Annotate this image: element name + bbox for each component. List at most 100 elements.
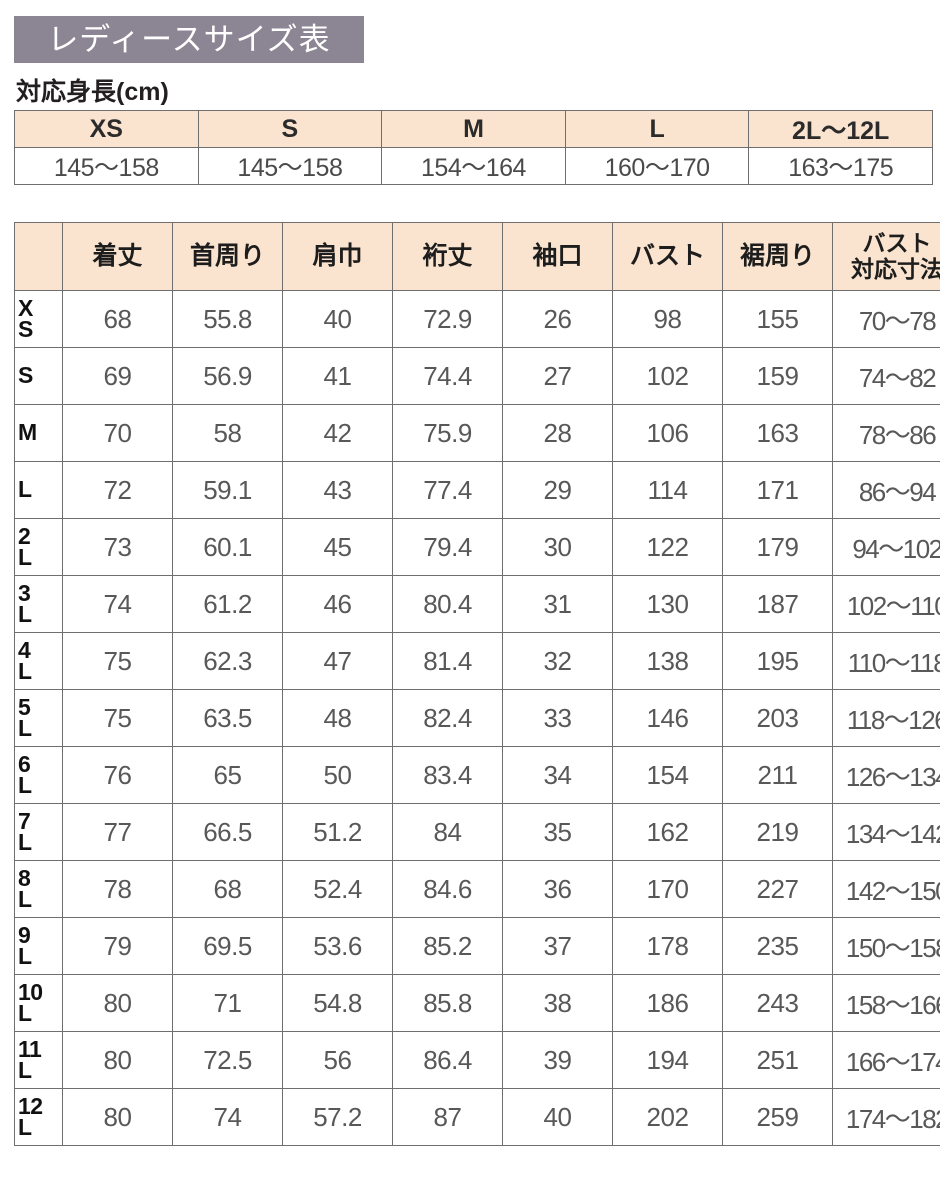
measurement-cell: 98: [612, 290, 723, 348]
measurement-cell: 59.1: [172, 461, 283, 519]
column-header-sleeve-length: 裄丈: [392, 222, 503, 291]
row-header-size: 5 L: [14, 689, 63, 747]
measurement-cell: 47: [282, 632, 393, 690]
table-row: 3 L 74 61.2 46 80.4 31 130 187 102〜110: [14, 575, 940, 633]
measurement-cell: 75: [62, 632, 173, 690]
measurement-cell: 40: [282, 290, 393, 348]
measurement-cell: 28: [502, 404, 613, 462]
measurement-cell: 259: [722, 1088, 833, 1146]
row-header-size: 10 L: [14, 974, 63, 1032]
measurement-cell: 174〜182: [832, 1088, 940, 1146]
measurement-cell: 72: [62, 461, 173, 519]
measurement-cell: 53.6: [282, 917, 393, 975]
measurement-cell: 84.6: [392, 860, 503, 918]
table-row: 4 L 75 62.3 47 81.4 32 138 195 110〜118: [14, 632, 940, 690]
row-header-size-label: 11 L: [18, 1035, 42, 1083]
measurement-cell: 58: [172, 404, 283, 462]
measurement-cell: 178: [612, 917, 723, 975]
measurement-cell: 94〜102: [832, 518, 940, 576]
measurement-cell: 73: [62, 518, 173, 576]
column-header-cuff: 袖口: [502, 222, 613, 291]
table-row: 8 L 78 68 52.4 84.6 36 170 227 142〜150: [14, 860, 940, 918]
table-row: 5 L 75 63.5 48 82.4 33 146 203 118〜126: [14, 689, 940, 747]
measurement-cell: 187: [722, 575, 833, 633]
height-size-header: L: [564, 110, 750, 148]
measurement-cell: 118〜126: [832, 689, 940, 747]
measurement-cell: 85.2: [392, 917, 503, 975]
column-header-bust-fit: バスト 対応寸法: [832, 222, 940, 291]
measurement-cell: 60.1: [172, 518, 283, 576]
row-header-size-label: X S: [18, 294, 33, 342]
table-corner-cell: [14, 222, 63, 291]
row-header-size-label: 9 L: [18, 921, 32, 969]
measurement-cell: 163: [722, 404, 833, 462]
measurement-cell: 85.8: [392, 974, 503, 1032]
column-header-bust-fit-line1: バスト: [862, 229, 932, 256]
measurement-cell: 72.5: [172, 1031, 283, 1089]
table-row: 12 L 80 74 57.2 87 40 202 259 174〜182: [14, 1088, 940, 1146]
measurement-cell: 179: [722, 518, 833, 576]
row-header-size-label: 10 L: [18, 978, 43, 1026]
measurement-cell: 86〜94: [832, 461, 940, 519]
measurement-cell: 54.8: [282, 974, 393, 1032]
measurement-cell: 80: [62, 974, 173, 1032]
measurement-cell: 155: [722, 290, 833, 348]
row-header-size-label: S: [18, 362, 33, 389]
row-header-size-label: 5 L: [18, 693, 32, 741]
measurement-cell: 86.4: [392, 1031, 503, 1089]
column-header-hem: 裾周り: [722, 222, 833, 291]
measurement-cell: 30: [502, 518, 613, 576]
measurement-cell: 77.4: [392, 461, 503, 519]
row-header-size-label: 6 L: [18, 750, 32, 798]
height-range-cell: 145〜158: [197, 147, 383, 185]
measurement-cell: 81.4: [392, 632, 503, 690]
measurement-cell: 80: [62, 1088, 173, 1146]
row-header-size-label: 4 L: [18, 636, 32, 684]
height-size-header: XS: [14, 110, 199, 148]
measurement-cell: 150〜158: [832, 917, 940, 975]
measurement-cell: 31: [502, 575, 613, 633]
row-header-size-label: M: [18, 419, 37, 446]
measurement-cell: 37: [502, 917, 613, 975]
measurement-cell: 69.5: [172, 917, 283, 975]
measurement-cell: 186: [612, 974, 723, 1032]
measurement-cell: 159: [722, 347, 833, 405]
row-header-size-label: 2 L: [18, 522, 32, 570]
measurement-cell: 102〜110: [832, 575, 940, 633]
measurement-cell: 158〜166: [832, 974, 940, 1032]
measurement-cell: 154: [612, 746, 723, 804]
measurement-cell: 77: [62, 803, 173, 861]
row-header-size: 9 L: [14, 917, 63, 975]
row-header-size-label: L: [18, 476, 32, 503]
row-header-size: 2 L: [14, 518, 63, 576]
measurement-cell: 166〜174: [832, 1031, 940, 1089]
measurement-cell: 171: [722, 461, 833, 519]
table-row: 10 L 80 71 54.8 85.8 38 186 243 158〜166: [14, 974, 940, 1032]
measurement-cell: 202: [612, 1088, 723, 1146]
measurement-cell: 74〜82: [832, 347, 940, 405]
page-title: レディースサイズ表: [47, 22, 331, 57]
measurement-cell: 219: [722, 803, 833, 861]
measurement-cell: 33: [502, 689, 613, 747]
measurement-cell: 71: [172, 974, 283, 1032]
measurement-cell: 69: [62, 347, 173, 405]
measurement-cell: 195: [722, 632, 833, 690]
measurement-cell: 29: [502, 461, 613, 519]
table-row: 2 L 73 60.1 45 79.4 30 122 179 94〜102: [14, 518, 940, 576]
table-row: L 72 59.1 43 77.4 29 114 171 86〜94: [14, 461, 940, 519]
measurement-cell: 74.4: [392, 347, 503, 405]
measurement-cell: 142〜150: [832, 860, 940, 918]
row-header-size: 3 L: [14, 575, 63, 633]
row-header-size: M: [14, 404, 63, 462]
measurement-cell: 194: [612, 1031, 723, 1089]
row-header-size: 6 L: [14, 746, 63, 804]
row-header-size: X S: [14, 290, 63, 348]
measurement-cell: 87: [392, 1088, 503, 1146]
measurement-cell: 79: [62, 917, 173, 975]
row-header-size: 4 L: [14, 632, 63, 690]
measurement-cell: 57.2: [282, 1088, 393, 1146]
height-range-cell: 154〜164: [381, 147, 566, 185]
measurement-cell: 46: [282, 575, 393, 633]
measurement-cell: 45: [282, 518, 393, 576]
measurement-cell: 78: [62, 860, 173, 918]
